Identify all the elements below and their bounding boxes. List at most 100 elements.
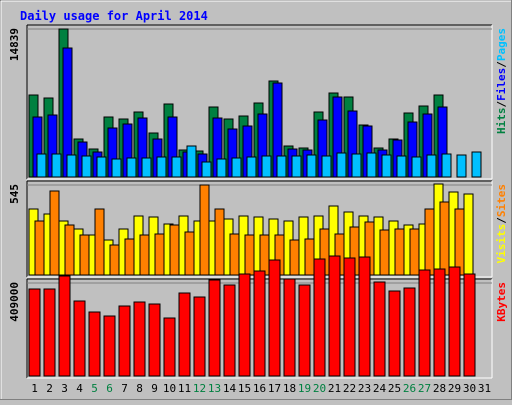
bar-kbytes-day-27 <box>418 269 431 377</box>
x-tick-label: 5 <box>91 382 98 395</box>
bar-pages-day-12 <box>201 161 212 178</box>
bar-visits-day-30 <box>463 193 474 276</box>
bar-kbytes-day-9 <box>148 303 161 377</box>
bar-kbytes-day-6 <box>103 315 116 377</box>
bar-pages-day-26 <box>411 156 422 178</box>
bar-pages-day-19 <box>306 154 317 178</box>
bar-kbytes-day-30 <box>463 273 476 377</box>
bar-kbytes-day-8 <box>133 301 146 377</box>
x-tick-label: 7 <box>121 382 128 395</box>
bar-pages-day-22 <box>351 153 362 178</box>
axis-label-part: Hits <box>495 108 508 135</box>
bar-kbytes-day-26 <box>403 287 416 377</box>
x-tick-label: 6 <box>106 382 113 395</box>
bar-pages-day-27 <box>426 154 437 178</box>
bar-kbytes-day-10 <box>163 317 176 377</box>
bar-pages-day-25 <box>396 155 407 178</box>
bar-pages-day-28 <box>441 153 452 178</box>
bar-pages-day-11 <box>186 145 197 178</box>
bar-sites-day-25 <box>394 228 405 276</box>
bar-pages-day-17 <box>276 155 287 178</box>
x-tick-label: 21 <box>328 382 341 395</box>
panel-axis-label: Hits/Files/Pages <box>495 28 508 134</box>
x-tick-label: 8 <box>136 382 143 395</box>
bar-pages-day-8 <box>141 157 152 178</box>
axis-label-part: KBytes <box>495 282 508 322</box>
panel-max-label: 409000 <box>8 282 21 322</box>
bar-kbytes-day-28 <box>433 268 446 377</box>
x-tick-label: 28 <box>433 382 446 395</box>
bar-kbytes-day-12 <box>193 296 206 377</box>
bar-pages-day-6 <box>111 158 122 178</box>
bar-sites-day-26 <box>409 228 420 276</box>
chart-title: Daily usage for April 2014 <box>20 9 208 23</box>
axis-label-part: Visits <box>495 224 508 264</box>
series-pages <box>36 145 482 178</box>
bar-kbytes-day-3 <box>58 275 71 377</box>
bar-sites-day-9 <box>154 233 165 276</box>
x-tick-label: 25 <box>388 382 401 395</box>
x-tick-label: 24 <box>373 382 387 395</box>
bar-pages-day-7 <box>126 157 137 178</box>
bar-sites-day-12 <box>199 184 210 276</box>
bar-sites-day-19 <box>304 238 315 276</box>
bar-pages-day-29 <box>456 154 467 178</box>
bar-pages-day-30 <box>471 151 482 178</box>
x-tick-label: 11 <box>178 382 191 395</box>
bar-kbytes-day-21 <box>328 255 341 377</box>
bar-sites-day-14 <box>229 233 240 276</box>
bar-kbytes-day-19 <box>298 284 311 377</box>
x-tick-label: 13 <box>208 382 221 395</box>
x-tick-label: 20 <box>313 382 326 395</box>
bar-sites-day-16 <box>259 234 270 276</box>
bar-sites-day-8 <box>139 234 150 276</box>
x-tick-label: 18 <box>283 382 296 395</box>
x-tick-label: 19 <box>298 382 311 395</box>
bar-kbytes-day-4 <box>73 300 86 377</box>
bar-pages-day-2 <box>51 153 62 178</box>
x-tick-label: 27 <box>418 382 431 395</box>
bar-pages-day-1 <box>36 153 47 178</box>
x-tick-label: 12 <box>193 382 206 395</box>
x-tick-label: 4 <box>76 382 83 395</box>
bar-pages-day-15 <box>246 156 257 178</box>
x-tick-label: 22 <box>343 382 356 395</box>
bar-kbytes-day-15 <box>238 273 251 377</box>
x-tick-label: 16 <box>253 382 266 395</box>
bar-kbytes-day-17 <box>268 259 281 377</box>
bar-pages-day-13 <box>216 158 227 178</box>
bar-kbytes-day-29 <box>448 266 461 377</box>
bar-sites-day-11 <box>184 231 195 276</box>
bar-sites-day-2 <box>49 190 60 276</box>
axis-label-part: Files <box>495 68 508 101</box>
x-tick-label: 1 <box>31 382 38 395</box>
x-tick-label: 29 <box>448 382 461 395</box>
x-tick-label: 10 <box>163 382 176 395</box>
bar-sites-day-24 <box>379 229 390 276</box>
panel-max-label: 14839 <box>8 28 21 61</box>
panel-max-label: 545 <box>8 184 21 204</box>
x-tick-label: 14 <box>223 382 237 395</box>
x-tick-label: 23 <box>358 382 371 395</box>
bar-kbytes-day-5 <box>88 311 101 377</box>
panel-kbytes: 409000 KBytes <box>8 255 508 379</box>
bar-sites-day-13 <box>214 208 225 276</box>
x-tick-label: 15 <box>238 382 251 395</box>
bar-pages-day-16 <box>261 155 272 178</box>
bar-pages-day-21 <box>336 152 347 178</box>
bar-kbytes-day-25 <box>388 290 401 377</box>
bar-kbytes-day-14 <box>223 284 236 377</box>
x-tick-label: 9 <box>151 382 158 395</box>
bar-sites-day-6 <box>109 244 120 276</box>
axis-label-part: / <box>495 217 508 224</box>
bar-sites-day-3 <box>64 224 75 276</box>
chart-panels: 14839Hits/Files/Pages545Visits/Sites4090… <box>8 24 508 379</box>
series-kbytes <box>28 255 476 377</box>
bar-pages-day-23 <box>366 152 377 178</box>
bar-sites-day-28 <box>439 201 450 276</box>
bar-pages-day-14 <box>231 157 242 178</box>
bar-sites-day-29 <box>454 208 465 276</box>
axis-label-part: Pages <box>495 28 508 61</box>
